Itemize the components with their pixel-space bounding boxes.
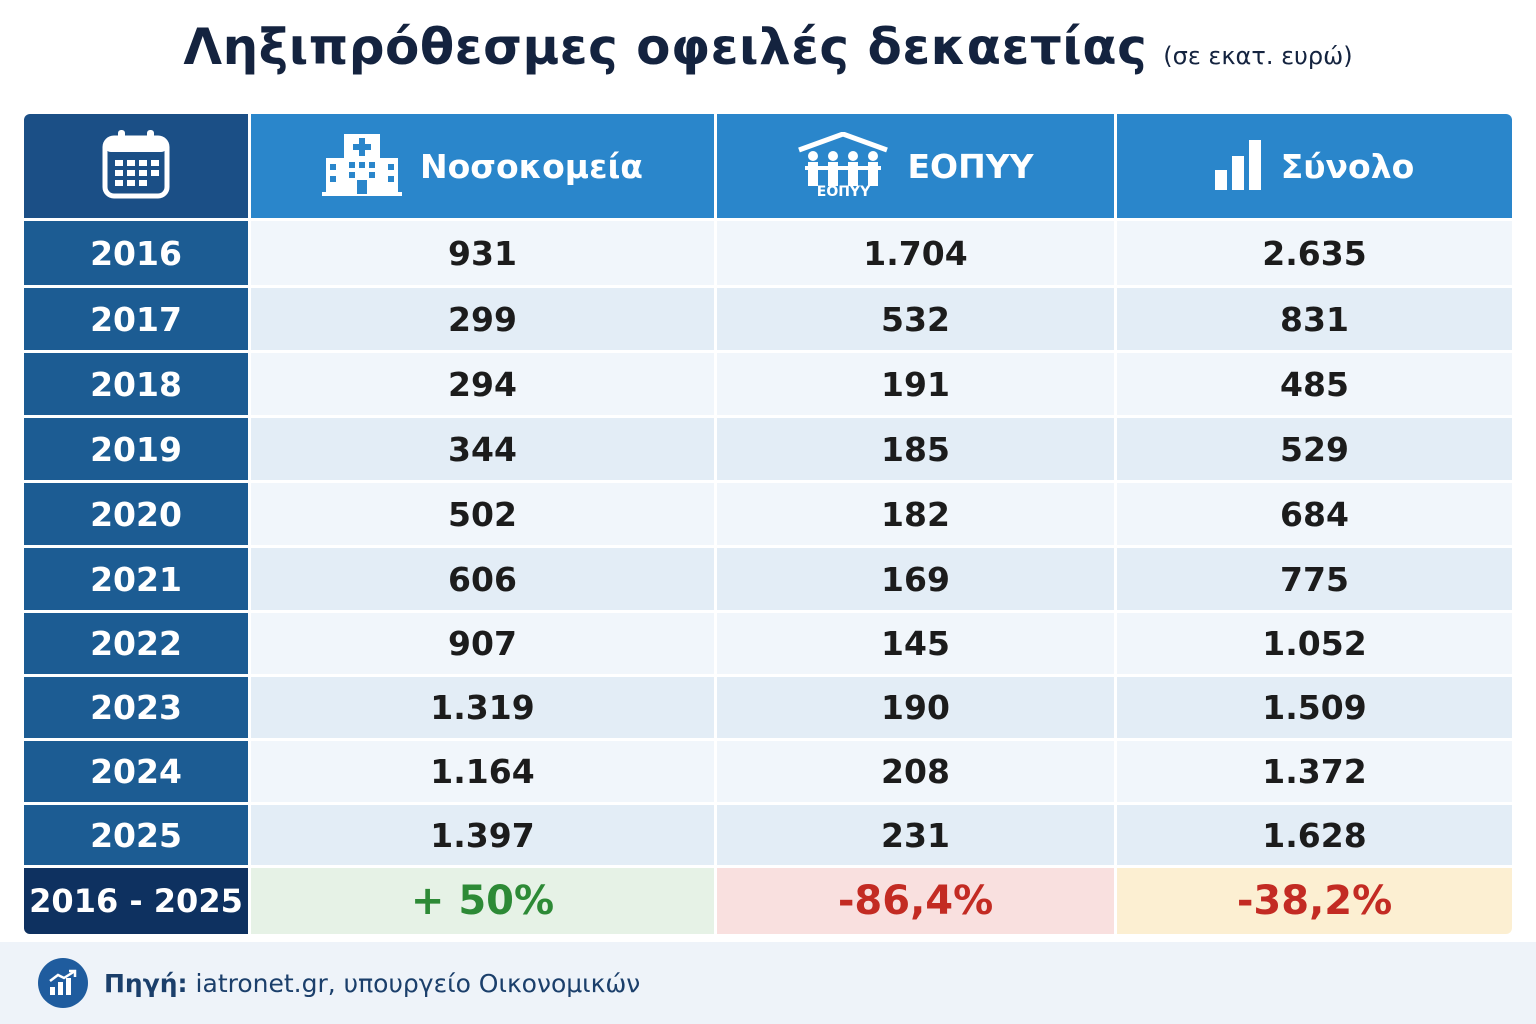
row-eopyy-value: 190 — [717, 677, 1114, 738]
header-hospitals-cell: Νοσοκομεία — [251, 114, 714, 218]
header-hospitals-label: Νοσοκομεία — [420, 146, 643, 186]
header-eopyy-cell: ΕΟΠΥΥ ΕΟΠΥΥ — [717, 114, 1114, 218]
row-year: 2024 — [24, 741, 248, 802]
row-hospitals-value: 1.319 — [251, 677, 714, 738]
summary-row: 2016 - 2025 + 50% -86,4% -38,2% — [24, 868, 1512, 934]
summary-total-change: -38,2% — [1117, 868, 1512, 934]
header-total-label: Σύνολο — [1280, 146, 1415, 186]
bar-chart-icon — [1214, 138, 1263, 194]
table-row: 2025 1.397 231 1.628 — [24, 805, 1512, 865]
row-year: 2025 — [24, 805, 248, 865]
row-total-value: 2.635 — [1117, 221, 1512, 285]
table-row: 2020 502 182 684 — [24, 483, 1512, 545]
row-year: 2017 — [24, 288, 248, 350]
row-eopyy-value: 185 — [717, 418, 1114, 480]
row-total-value: 831 — [1117, 288, 1512, 350]
header-total-cell: Σύνολο — [1117, 114, 1512, 218]
table-row: 2023 1.319 190 1.509 — [24, 677, 1512, 738]
summary-period-label: 2016 - 2025 — [24, 868, 248, 934]
row-total-value: 775 — [1117, 548, 1512, 610]
row-year: 2023 — [24, 677, 248, 738]
table-row: 2016 931 1.704 2.635 — [24, 221, 1512, 285]
page-subtitle: (σε εκατ. ευρώ) — [1163, 42, 1353, 70]
row-hospitals-value: 907 — [251, 613, 714, 674]
hospital-icon — [322, 132, 403, 200]
table-header-row: Νοσοκομεία ΕΟΠΥΥ ΕΟΠΥΥ — [24, 114, 1512, 218]
row-hospitals-value: 1.397 — [251, 805, 714, 865]
row-year: 2018 — [24, 353, 248, 415]
row-hospitals-value: 931 — [251, 221, 714, 285]
row-year: 2019 — [24, 418, 248, 480]
title-bar: Ληξιπρόθεσμες οφειλές δεκαετίας (σε εκατ… — [0, 18, 1536, 98]
table-row: 2017 299 532 831 — [24, 288, 1512, 350]
summary-eopyy-change: -86,4% — [717, 868, 1114, 934]
row-eopyy-value: 532 — [717, 288, 1114, 350]
table-row: 2024 1.164 208 1.372 — [24, 741, 1512, 802]
row-total-value: 1.052 — [1117, 613, 1512, 674]
chart-growth-icon — [38, 958, 88, 1008]
row-hospitals-value: 1.164 — [251, 741, 714, 802]
row-total-value: 529 — [1117, 418, 1512, 480]
eopyy-logo-text: ΕΟΠΥΥ — [816, 184, 871, 200]
row-total-value: 684 — [1117, 483, 1512, 545]
row-eopyy-value: 145 — [717, 613, 1114, 674]
eopyy-logo-icon: ΕΟΠΥΥ — [797, 132, 889, 200]
table-row: 2018 294 191 485 — [24, 353, 1512, 415]
header-year-cell — [24, 114, 248, 218]
debts-table: Νοσοκομεία ΕΟΠΥΥ ΕΟΠΥΥ — [24, 114, 1512, 934]
source-label: Πηγή: — [104, 968, 188, 998]
row-year: 2021 — [24, 548, 248, 610]
row-year: 2016 — [24, 221, 248, 285]
row-total-value: 1.628 — [1117, 805, 1512, 865]
row-hospitals-value: 502 — [251, 483, 714, 545]
page-title: Ληξιπρόθεσμες οφειλές δεκαετίας — [183, 18, 1148, 76]
row-year: 2020 — [24, 483, 248, 545]
row-eopyy-value: 208 — [717, 741, 1114, 802]
row-hospitals-value: 344 — [251, 418, 714, 480]
table-row: 2022 907 145 1.052 — [24, 613, 1512, 674]
row-year: 2022 — [24, 613, 248, 674]
table-row: 2021 606 169 775 — [24, 548, 1512, 610]
row-eopyy-value: 169 — [717, 548, 1114, 610]
row-eopyy-value: 182 — [717, 483, 1114, 545]
row-total-value: 1.509 — [1117, 677, 1512, 738]
table-row: 2019 344 185 529 — [24, 418, 1512, 480]
source-footer: Πηγή: iatronet.gr, υπουργείο Οικονομικών — [0, 942, 1536, 1024]
row-total-value: 485 — [1117, 353, 1512, 415]
row-eopyy-value: 1.704 — [717, 221, 1114, 285]
row-hospitals-value: 606 — [251, 548, 714, 610]
header-eopyy-label: ΕΟΠΥΥ — [907, 146, 1034, 186]
summary-hospitals-change: + 50% — [251, 868, 714, 934]
row-hospitals-value: 299 — [251, 288, 714, 350]
row-total-value: 1.372 — [1117, 741, 1512, 802]
row-hospitals-value: 294 — [251, 353, 714, 415]
row-eopyy-value: 231 — [717, 805, 1114, 865]
calendar-icon — [102, 128, 170, 204]
row-eopyy-value: 191 — [717, 353, 1114, 415]
source-text: iatronet.gr, υπουργείο Οικονομικών — [195, 968, 641, 998]
